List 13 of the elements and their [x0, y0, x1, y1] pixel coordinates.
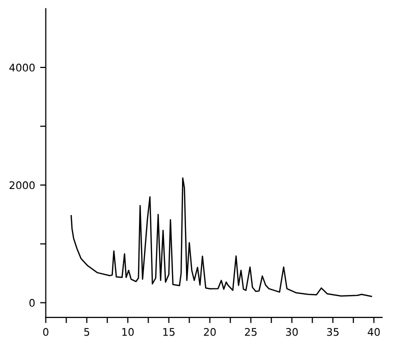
x-tick-label: 20 — [204, 328, 216, 336]
x-tick-label: 0 — [43, 328, 48, 336]
x-tick-label: 30 — [286, 328, 298, 336]
x-tick-label: 35 — [327, 328, 339, 336]
x-tick-label: 10 — [122, 328, 134, 336]
line-series — [70, 177, 372, 297]
x-tick-label: 40 — [368, 328, 380, 336]
y-tick-label: 0 — [29, 298, 35, 307]
y-tick-label: 2000 — [10, 181, 35, 190]
y-tick-label: 4000 — [9, 64, 35, 72]
x-tick-label: 15 — [163, 328, 175, 336]
x-tick-label: 5 — [84, 328, 90, 336]
x-tick-label: 25 — [244, 328, 257, 336]
